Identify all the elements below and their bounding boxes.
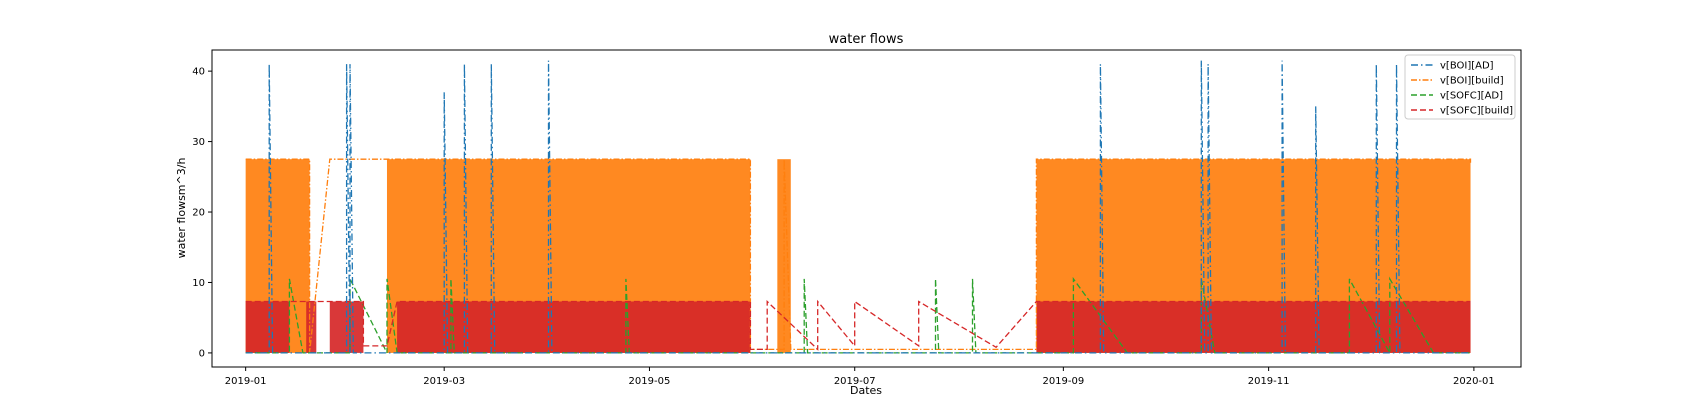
series-lines (245, 60, 1472, 354)
plot-area (245, 60, 1472, 354)
legend-label: v[BOI][AD] (1440, 61, 1494, 72)
y-tick-label: 10 (192, 278, 205, 289)
series-line (245, 158, 1472, 353)
legend-label: v[SOFC][build] (1440, 106, 1513, 117)
y-tick-label: 20 (192, 208, 205, 219)
series-band (397, 301, 751, 353)
legend-label: v[SOFC][AD] (1440, 91, 1503, 102)
series-band (1036, 301, 1471, 353)
series-band (245, 301, 290, 353)
legend-box (1404, 54, 1516, 120)
x-tick-label: 2020-01 (1453, 376, 1495, 387)
x-tick-label: 2019-03 (423, 376, 465, 387)
chart-title: water flows (829, 32, 904, 47)
legend-label: v[BOI][build] (1440, 76, 1504, 87)
x-tick-label: 2019-11 (1248, 376, 1290, 387)
axes-frame (211, 49, 1522, 368)
series-line (245, 299, 1471, 351)
x-axis: 2019-01 2019-03 2019-05 2019-07 2019-09 2019-… (225, 367, 1495, 387)
y-tick-label: 0 (199, 348, 205, 359)
x-tick-label: 2019-07 (834, 376, 876, 387)
y-axis-label: water flowsm^3/h (175, 158, 188, 259)
x-tick-label: 2019-01 (225, 376, 267, 387)
x-tick-label: 2019-09 (1042, 376, 1084, 387)
x-tick-label: 2019-05 (629, 376, 671, 387)
x-axis-label: Dates (850, 384, 882, 397)
y-tick-label: 40 (192, 67, 205, 78)
series-line (245, 276, 1471, 354)
y-tick-label: 30 (192, 137, 205, 148)
series-line (245, 60, 1471, 354)
legend: v[BOI][AD] v[BOI][build] v[SOFC][AD] v[SOFC… (1404, 54, 1516, 120)
series-band (306, 301, 317, 353)
y-axis: 0 10 20 30 40 (192, 67, 212, 359)
